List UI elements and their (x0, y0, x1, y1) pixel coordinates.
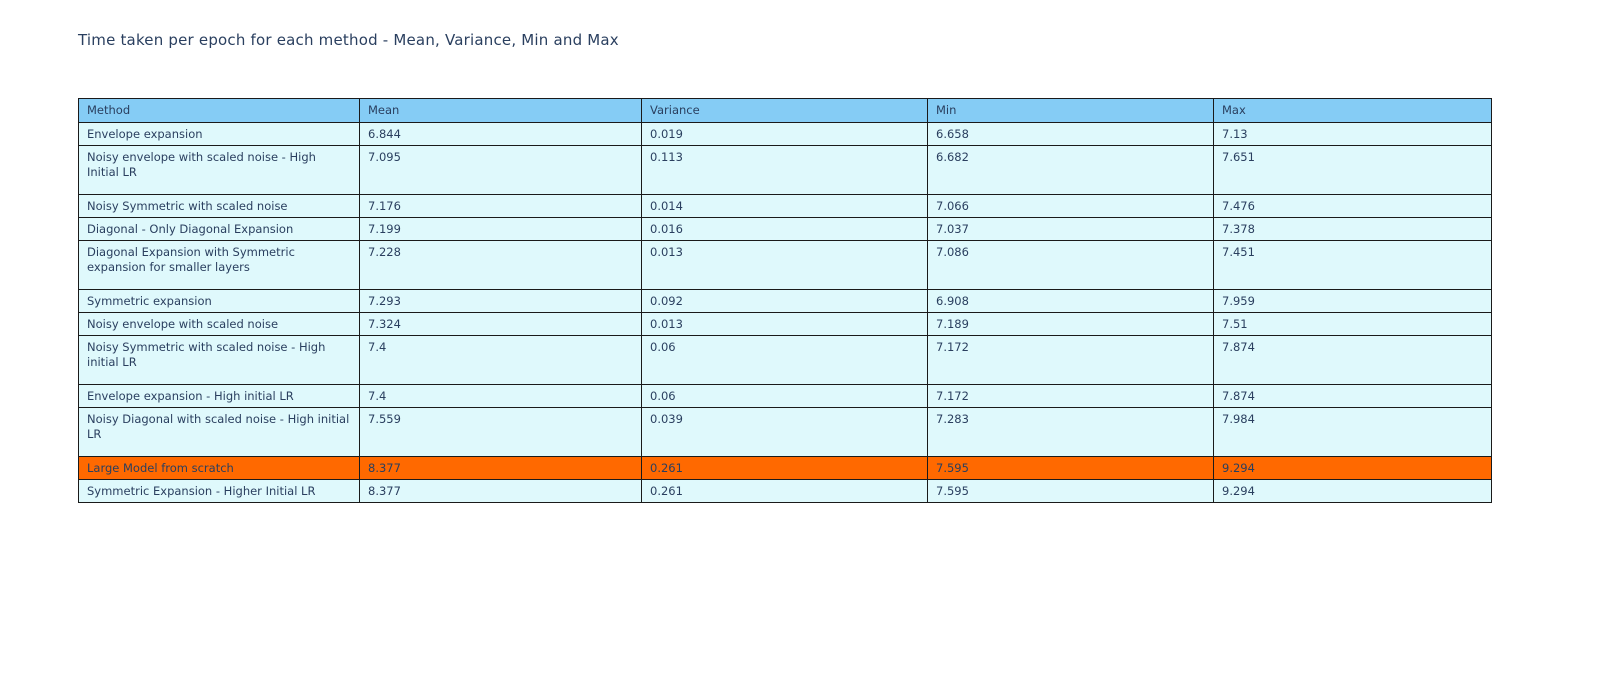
cell-mean: 7.559 (359, 407, 642, 457)
column-header-variance: Variance (641, 98, 928, 123)
table-row: Envelope expansion - High initial LR 7.4 0… (78, 384, 1492, 408)
cell-max: 9.294 (1213, 479, 1492, 503)
cell-variance: 0.092 (641, 289, 928, 313)
cell-max: 9.294 (1213, 456, 1492, 480)
table-row: Symmetric expansion 7.293 0.092 6.908 7.959 (78, 289, 1492, 313)
table-row: Diagonal - Only Diagonal Expansion 7.199 0… (78, 217, 1492, 241)
cell-method: Noisy envelope with scaled noise - High … (78, 145, 360, 195)
cell-min: 7.172 (927, 384, 1214, 408)
cell-method: Diagonal Expansion with Symmetric expans… (78, 240, 360, 290)
cell-method: Envelope expansion - High initial LR (78, 384, 360, 408)
page-title: Time taken per epoch for each method - M… (78, 31, 619, 49)
table-row: Envelope expansion 6.844 0.019 6.658 7.13 (78, 122, 1492, 146)
cell-variance: 0.261 (641, 479, 928, 503)
cell-mean: 7.176 (359, 194, 642, 218)
cell-variance: 0.113 (641, 145, 928, 195)
table-row: Noisy Symmetric with scaled noise - High… (78, 335, 1492, 385)
cell-max: 7.451 (1213, 240, 1492, 290)
cell-max: 7.984 (1213, 407, 1492, 457)
cell-mean: 7.293 (359, 289, 642, 313)
cell-method: Diagonal - Only Diagonal Expansion (78, 217, 360, 241)
cell-max: 7.874 (1213, 335, 1492, 385)
cell-method: Noisy Symmetric with scaled noise (78, 194, 360, 218)
cell-min: 7.037 (927, 217, 1214, 241)
cell-method: Noisy Diagonal with scaled noise - High … (78, 407, 360, 457)
cell-method: Noisy Symmetric with scaled noise - High… (78, 335, 360, 385)
cell-mean: 7.199 (359, 217, 642, 241)
table-row: Noisy envelope with scaled noise - High … (78, 145, 1492, 195)
cell-max: 7.651 (1213, 145, 1492, 195)
cell-min: 7.172 (927, 335, 1214, 385)
cell-mean: 6.844 (359, 122, 642, 146)
cell-variance: 0.06 (641, 384, 928, 408)
table-row: Symmetric Expansion - Higher Initial LR 8… (78, 479, 1492, 503)
cell-mean: 7.228 (359, 240, 642, 290)
cell-method: Symmetric expansion (78, 289, 360, 313)
cell-method: Envelope expansion (78, 122, 360, 146)
table-body: Envelope expansion 6.844 0.019 6.658 7.13 Noi… (78, 122, 1492, 503)
cell-min: 7.189 (927, 312, 1214, 336)
column-header-max: Max (1213, 98, 1492, 123)
cell-min: 7.086 (927, 240, 1214, 290)
cell-variance: 0.014 (641, 194, 928, 218)
cell-mean: 8.377 (359, 456, 642, 480)
cell-variance: 0.013 (641, 312, 928, 336)
epoch-time-table: Method Mean Variance Min Max Envelope ex… (78, 98, 1492, 503)
cell-variance: 0.06 (641, 335, 928, 385)
cell-variance: 0.039 (641, 407, 928, 457)
cell-min: 7.595 (927, 479, 1214, 503)
cell-min: 7.283 (927, 407, 1214, 457)
column-header-mean: Mean (359, 98, 642, 123)
cell-variance: 0.261 (641, 456, 928, 480)
cell-method: Symmetric Expansion - Higher Initial LR (78, 479, 360, 503)
cell-mean: 7.324 (359, 312, 642, 336)
cell-max: 7.378 (1213, 217, 1492, 241)
cell-min: 6.908 (927, 289, 1214, 313)
cell-max: 7.13 (1213, 122, 1492, 146)
cell-method: Large Model from scratch (78, 456, 360, 480)
cell-mean: 8.377 (359, 479, 642, 503)
cell-mean: 7.4 (359, 384, 642, 408)
cell-variance: 0.013 (641, 240, 928, 290)
table-row: Noisy Symmetric with scaled noise 7.176 0.… (78, 194, 1492, 218)
cell-min: 6.658 (927, 122, 1214, 146)
cell-max: 7.476 (1213, 194, 1492, 218)
cell-min: 6.682 (927, 145, 1214, 195)
cell-min: 7.595 (927, 456, 1214, 480)
table-row: Noisy Diagonal with scaled noise - High … (78, 407, 1492, 457)
cell-max: 7.959 (1213, 289, 1492, 313)
cell-mean: 7.4 (359, 335, 642, 385)
cell-variance: 0.016 (641, 217, 928, 241)
table-row: Diagonal Expansion with Symmetric expans… (78, 240, 1492, 290)
cell-method: Noisy envelope with scaled noise (78, 312, 360, 336)
cell-variance: 0.019 (641, 122, 928, 146)
cell-mean: 7.095 (359, 145, 642, 195)
cell-min: 7.066 (927, 194, 1214, 218)
column-header-method: Method (78, 98, 360, 123)
table-row: Noisy envelope with scaled noise 7.324 0.0… (78, 312, 1492, 336)
column-header-min: Min (927, 98, 1214, 123)
cell-max: 7.51 (1213, 312, 1492, 336)
table-row-highlighted: Large Model from scratch 8.377 0.261 7.595 9… (78, 456, 1492, 480)
header-row: Method Mean Variance Min Max (78, 98, 1492, 123)
cell-max: 7.874 (1213, 384, 1492, 408)
